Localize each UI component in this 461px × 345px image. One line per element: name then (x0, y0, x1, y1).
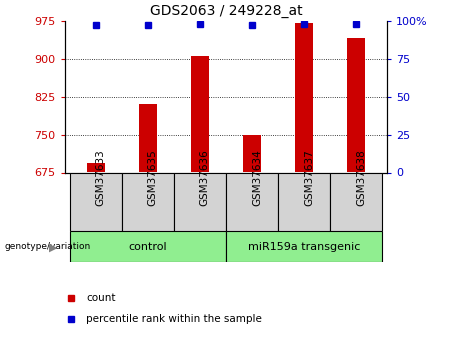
Bar (347, 38, 365, 172)
Bar (191, 56, 209, 172)
Text: percentile rank within the sample: percentile rank within the sample (86, 315, 262, 324)
Bar (295, 23, 313, 172)
Bar (139, 104, 157, 172)
FancyBboxPatch shape (70, 231, 226, 262)
Text: control: control (129, 242, 167, 252)
FancyBboxPatch shape (226, 231, 382, 262)
Text: GSM37633: GSM37633 (96, 149, 106, 206)
Text: GSM37638: GSM37638 (356, 149, 366, 206)
Bar (243, 135, 261, 172)
Title: GDS2063 / 249228_at: GDS2063 / 249228_at (149, 4, 302, 18)
Text: GSM37636: GSM37636 (200, 149, 210, 206)
Text: count: count (86, 293, 116, 303)
Text: miR159a transgenic: miR159a transgenic (248, 242, 360, 252)
Text: ▶: ▶ (49, 243, 57, 253)
Bar (87, 164, 105, 172)
FancyBboxPatch shape (174, 172, 226, 231)
Text: GSM37634: GSM37634 (252, 149, 262, 206)
Text: genotype/variation: genotype/variation (5, 242, 91, 251)
FancyBboxPatch shape (70, 172, 122, 231)
Text: GSM37637: GSM37637 (304, 149, 314, 206)
FancyBboxPatch shape (122, 172, 174, 231)
FancyBboxPatch shape (278, 172, 330, 231)
FancyBboxPatch shape (226, 172, 278, 231)
FancyBboxPatch shape (330, 172, 382, 231)
Text: GSM37635: GSM37635 (148, 149, 158, 206)
